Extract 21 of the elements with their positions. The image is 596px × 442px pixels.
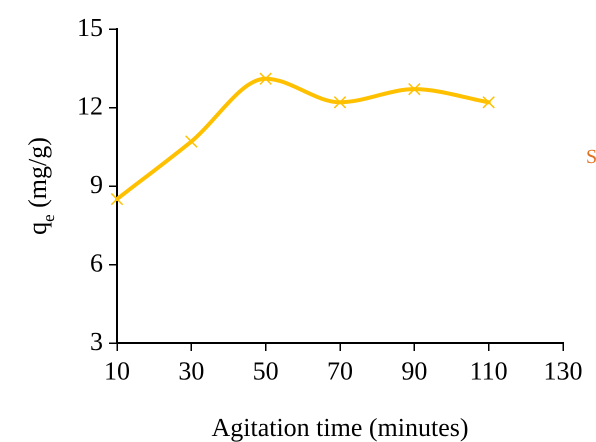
- x-tick-label: 70: [327, 356, 353, 386]
- x-tick-label: 50: [252, 356, 279, 386]
- y-tick-label: 12: [77, 91, 103, 120]
- point: [408, 82, 421, 96]
- y-axis-title: qe (mg/g): [23, 137, 58, 235]
- point: [184, 135, 198, 148]
- y-tick-label: 3: [90, 326, 103, 356]
- y-tick-label: 9: [90, 170, 103, 199]
- x-tick-label: 110: [470, 356, 508, 386]
- point: [482, 96, 496, 109]
- point: [259, 72, 272, 86]
- y-tick-label: 6: [90, 248, 103, 278]
- y-tick-label: 15: [77, 12, 103, 42]
- text: S: [586, 146, 596, 168]
- x-tick-label: 10: [104, 356, 130, 386]
- point: [110, 192, 124, 206]
- point: [334, 96, 346, 109]
- x-axis-title: Agitation time (minutes): [211, 413, 469, 442]
- x-tick-label: 90: [401, 356, 428, 386]
- x-tick-label: 130: [544, 356, 582, 386]
- x-tick-label: 30: [178, 356, 204, 386]
